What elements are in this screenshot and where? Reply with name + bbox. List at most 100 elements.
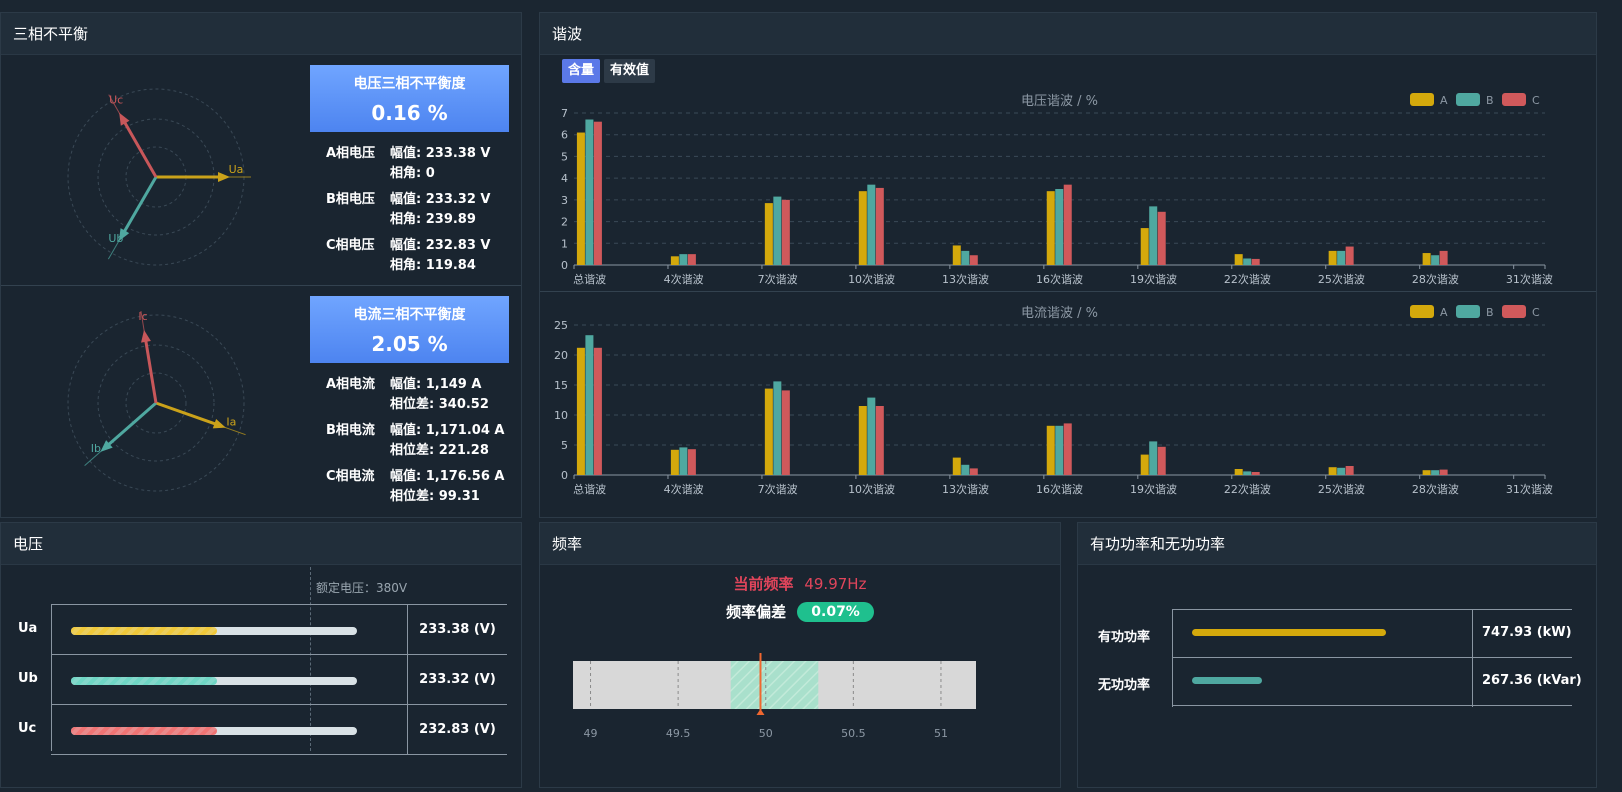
bar-b-18 — [1149, 441, 1158, 475]
bar-b-24 — [1337, 250, 1346, 265]
y-tick-label: 20 — [554, 349, 568, 362]
legend-swatch-a[interactable] — [1410, 305, 1434, 318]
voltage-phasor-ua-label: Ua — [229, 163, 244, 176]
bar-b-9 — [867, 397, 876, 475]
legend-label-a: A — [1440, 94, 1448, 107]
y-tick-label: 0 — [561, 259, 568, 272]
bar-c-27 — [1439, 469, 1448, 475]
voltage-phase-row-label: B相电压 — [326, 192, 375, 207]
voltage-phasor-ub-label: Ub — [108, 232, 123, 245]
x-tick-label: 4次谐波 — [664, 272, 704, 286]
voltage-phasor-ub-vector — [119, 176, 158, 239]
bar-b-27 — [1431, 255, 1440, 265]
power-row-value: 747.93 (kW) — [1482, 625, 1572, 640]
x-tick-label: 25次谐波 — [1318, 482, 1365, 496]
current-phasor-ib-vector — [102, 401, 157, 451]
y-tick-label: 7 — [561, 107, 568, 120]
panel-title: 频率 — [540, 523, 1060, 565]
current-phasor-ia-vector — [155, 401, 223, 428]
panel-title: 三相不平衡 — [1, 13, 521, 55]
voltage-bar-fill — [71, 727, 217, 735]
section-divider — [540, 291, 1596, 292]
x-tick-label: 31次谐波 — [1506, 272, 1553, 286]
tab-rms[interactable]: 有效值 — [604, 59, 656, 83]
power-row-value: 267.36 (kVar) — [1482, 673, 1582, 688]
voltage-bar-track — [71, 727, 357, 735]
voltage-phase-row-label: C相电压 — [326, 238, 375, 253]
bar-c-12 — [969, 255, 978, 265]
current-phasor-ic-label: Ic — [138, 311, 147, 323]
legend-swatch-a[interactable] — [1410, 93, 1434, 106]
table-left-border — [51, 605, 52, 751]
gauge-tick-label: 49 — [584, 727, 598, 740]
legend-swatch-b[interactable] — [1456, 305, 1480, 318]
current-phasor-ia-arrowhead — [212, 418, 226, 429]
bar-a-6 — [764, 388, 773, 475]
bar-a-12 — [952, 457, 961, 475]
bar-a-15 — [1046, 191, 1055, 265]
legend-label-c: C — [1532, 94, 1540, 107]
bar-b-18 — [1149, 206, 1158, 265]
panel-title: 有功功率和无功功率 — [1078, 523, 1596, 565]
legend-swatch-b[interactable] — [1456, 93, 1480, 106]
bar-a-3 — [670, 256, 679, 265]
voltage-phasor-ua-arrowhead — [218, 172, 230, 182]
voltage-bar-track — [71, 627, 357, 635]
voltage-phasor-uc-vector — [119, 115, 158, 178]
bar-c-6 — [781, 390, 790, 475]
y-tick-label: 25 — [554, 319, 568, 332]
current-unbalance-value: 2.05 % — [371, 332, 448, 356]
legend-swatch-c[interactable] — [1502, 93, 1526, 106]
voltage-phase-row-angle: 相角: 119.84 — [390, 258, 476, 273]
current-harmonic-chart: 电流谐波 / % 0 5 10 15 20 25 总谐波 4次谐波 7次谐波 10次谐波 13次谐波 1… — [554, 305, 1553, 496]
x-tick-label: 31次谐波 — [1506, 482, 1553, 496]
voltage-phasor-uc-label: Uc — [109, 94, 123, 107]
panel-title: 谐波 — [540, 13, 1596, 55]
frequency-deviation-badge: 0.07% — [797, 601, 874, 622]
bar-b-21 — [1243, 471, 1252, 475]
x-tick-label: 22次谐波 — [1224, 482, 1271, 496]
frequency-gauge: 49 49.5 50 50.5 51 — [573, 653, 976, 740]
bar-a-9 — [858, 406, 867, 475]
current-unbalance-card: 电流三相不平衡度 2.05 % — [310, 296, 509, 363]
table-top-border — [1172, 609, 1572, 610]
bar-b-0 — [585, 119, 594, 265]
voltage-phase-row-angle: 相角: 0 — [390, 166, 435, 181]
voltage-phasor-uc-arrowhead — [119, 112, 130, 126]
x-tick-label: 7次谐波 — [758, 482, 798, 496]
gauge-tick-label: 50.5 — [841, 727, 866, 740]
bar-b-27 — [1431, 470, 1440, 475]
y-tick-label: 3 — [561, 194, 568, 207]
voltage-bar-track — [71, 677, 357, 685]
chart-title: 电流谐波 / % — [1021, 306, 1098, 321]
tab-content[interactable]: 含量 — [562, 59, 601, 83]
power-row-name: 有功功率 — [1098, 630, 1151, 645]
bar-b-21 — [1243, 258, 1252, 265]
bar-a-9 — [858, 191, 867, 265]
bar-b-3 — [679, 254, 688, 265]
current-phasor-ib-label: Ib — [91, 442, 101, 455]
current-phasor-ic-arrowhead — [141, 329, 151, 343]
table-left-border — [1172, 609, 1173, 707]
bar-c-21 — [1251, 472, 1260, 475]
bar-a-0 — [576, 347, 585, 475]
frequency-indicator-arrow — [756, 709, 765, 715]
legend-swatch-c[interactable] — [1502, 305, 1526, 318]
bar-c-0 — [593, 121, 602, 265]
current-frequency-label: 当前频率 — [733, 575, 794, 593]
x-tick-label: 10次谐波 — [848, 272, 895, 286]
voltage-row-value: 232.83 (V) — [407, 705, 507, 755]
bar-c-15 — [1063, 184, 1072, 265]
voltage-row: Ub 233.32 (V) — [18, 655, 507, 705]
legend-label-b: B — [1486, 306, 1494, 319]
x-tick-label: 13次谐波 — [942, 272, 989, 286]
frequency-panel: 频率 当前频率 49.97Hz 频率偏差 0.07% 49 49.5 50 50.5 5… — [539, 522, 1061, 788]
voltage-phase-row-magnitude: 幅值: 232.83 V — [390, 238, 491, 253]
bar-a-27 — [1422, 470, 1431, 475]
bar-a-24 — [1328, 467, 1337, 475]
voltage-panel: 电压 额定电压：380V Ua 233.38 (V) Ub 233.32 (V) Uc 2… — [0, 522, 522, 788]
x-tick-label: 总谐波 — [573, 272, 606, 286]
bar-c-18 — [1157, 211, 1166, 265]
bar-b-24 — [1337, 467, 1346, 475]
y-tick-label: 2 — [561, 216, 568, 229]
